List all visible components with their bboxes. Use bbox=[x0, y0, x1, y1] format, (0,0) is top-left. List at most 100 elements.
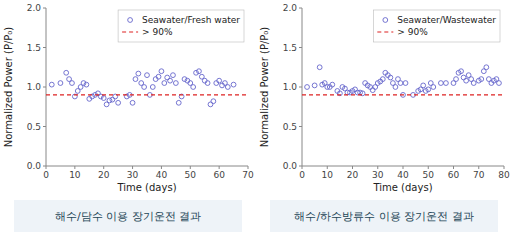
y-tick bbox=[43, 47, 46, 48]
scatter-point bbox=[403, 81, 408, 86]
x-tick-label: 10 bbox=[322, 170, 334, 180]
legend-frame bbox=[118, 10, 244, 42]
x-axis-label: Time (days) bbox=[372, 182, 432, 193]
scatter-point bbox=[438, 81, 443, 86]
scatter-point bbox=[426, 87, 431, 92]
scatter-point bbox=[110, 97, 115, 102]
scatter-point bbox=[305, 85, 310, 90]
title-background bbox=[270, 200, 498, 232]
y-tick-label: 1.5 bbox=[27, 43, 41, 53]
y-tick bbox=[43, 8, 46, 9]
reference-line bbox=[46, 94, 248, 95]
title-background bbox=[14, 200, 242, 232]
y-tick-label: 0.5 bbox=[27, 122, 41, 132]
x-tick bbox=[132, 166, 133, 169]
scatter-point bbox=[211, 99, 216, 104]
scatter-point bbox=[191, 85, 196, 90]
y-tick-label: 2.0 bbox=[283, 3, 298, 13]
scatter-point bbox=[176, 100, 181, 105]
scatter-point bbox=[353, 87, 358, 92]
title-box: 해수/하수방류수 이용 장기운전 결과 bbox=[270, 200, 498, 232]
x-tick bbox=[403, 166, 404, 169]
scatter-point bbox=[159, 69, 164, 74]
scatter-point bbox=[70, 81, 75, 86]
scatter-point bbox=[471, 81, 476, 86]
scatter-point bbox=[58, 81, 63, 86]
y-tick bbox=[299, 8, 302, 9]
x-tick bbox=[327, 166, 328, 169]
legend-swatch bbox=[383, 18, 388, 23]
x-tick-label: 30 bbox=[372, 170, 384, 180]
scatter-point bbox=[330, 82, 335, 87]
chart-title: 해수/담수 이용 장기운전 결과 bbox=[55, 210, 201, 223]
x-tick bbox=[248, 166, 249, 169]
scatter-point bbox=[168, 78, 173, 83]
scatter-point bbox=[130, 100, 135, 105]
legend-item: > 90% bbox=[377, 27, 428, 37]
scatter-point bbox=[388, 75, 393, 80]
legend-label: Seawater/Wastewater bbox=[397, 15, 496, 25]
panel: 0102030405060700.00.51.01.52.0Time (days… bbox=[3, 3, 254, 232]
y-tick bbox=[299, 87, 302, 88]
scatter-point bbox=[225, 85, 230, 90]
x-tick-label: 50 bbox=[185, 170, 197, 180]
x-tick bbox=[504, 166, 505, 169]
y-tick-label: 1.5 bbox=[283, 43, 297, 53]
panel: 010203040506070800.00.51.01.52.0Time (da… bbox=[259, 3, 510, 232]
scatter-point bbox=[142, 85, 147, 90]
scatter-point bbox=[431, 85, 436, 90]
scatter-point bbox=[197, 69, 202, 74]
scatter-point bbox=[312, 83, 317, 88]
legend-swatch bbox=[122, 31, 138, 32]
y-tick-label: 0.0 bbox=[283, 161, 298, 171]
x-tick bbox=[453, 166, 454, 169]
x-tick bbox=[74, 166, 75, 169]
scatter-point bbox=[136, 71, 141, 76]
x-tick bbox=[190, 166, 191, 169]
x-tick-label: 30 bbox=[127, 170, 139, 180]
scatter-point bbox=[484, 65, 489, 70]
scatter-point bbox=[208, 102, 213, 107]
scatter-point bbox=[393, 85, 398, 90]
y-axis-label: Normalized Power (P/P₀) bbox=[259, 27, 270, 148]
legend: Seawater/Fresh water> 90% bbox=[118, 10, 244, 42]
x-tick-label: 20 bbox=[347, 170, 359, 180]
plot-area bbox=[46, 69, 248, 107]
plot-area bbox=[302, 65, 504, 97]
x-tick bbox=[103, 166, 104, 169]
legend-item: > 90% bbox=[122, 27, 173, 37]
chart-title: 해수/하수방류수 이용 장기운전 결과 bbox=[294, 210, 473, 223]
title-box: 해수/담수 이용 장기운전 결과 bbox=[14, 200, 242, 232]
scatter-point bbox=[497, 81, 502, 86]
scatter-point bbox=[368, 85, 373, 90]
scatter-point bbox=[370, 88, 375, 93]
scatter-point bbox=[133, 77, 138, 82]
scatter-point bbox=[459, 69, 464, 74]
scatter-point bbox=[231, 82, 236, 87]
scatter-point bbox=[101, 96, 106, 101]
x-tick-label: 50 bbox=[423, 170, 435, 180]
y-tick bbox=[299, 166, 302, 167]
x-tick bbox=[161, 166, 162, 169]
scatter-point bbox=[317, 65, 322, 70]
x-tick bbox=[478, 166, 479, 169]
scatter-point bbox=[217, 78, 222, 83]
y-tick bbox=[299, 126, 302, 127]
scatter-point bbox=[421, 83, 426, 88]
legend: Seawater/Wastewater > 90% bbox=[373, 10, 500, 42]
x-tick-label: 80 bbox=[498, 170, 510, 180]
y-tick-label: 0.5 bbox=[283, 122, 297, 132]
reference-line bbox=[302, 94, 504, 95]
x-tick-label: 40 bbox=[397, 170, 409, 180]
scatter-point bbox=[64, 70, 69, 75]
legend-frame bbox=[373, 10, 500, 42]
legend-swatch bbox=[377, 31, 393, 32]
chart-root: 0102030405060700.00.51.01.52.0Time (days… bbox=[0, 0, 512, 238]
x-tick-label: 0 bbox=[43, 170, 49, 180]
scatter-point bbox=[156, 74, 161, 79]
x-tick-label: 0 bbox=[299, 170, 305, 180]
scatter-point bbox=[145, 73, 150, 78]
scatter-point bbox=[479, 77, 484, 82]
y-tick bbox=[43, 166, 46, 167]
scatter-point bbox=[461, 75, 466, 80]
